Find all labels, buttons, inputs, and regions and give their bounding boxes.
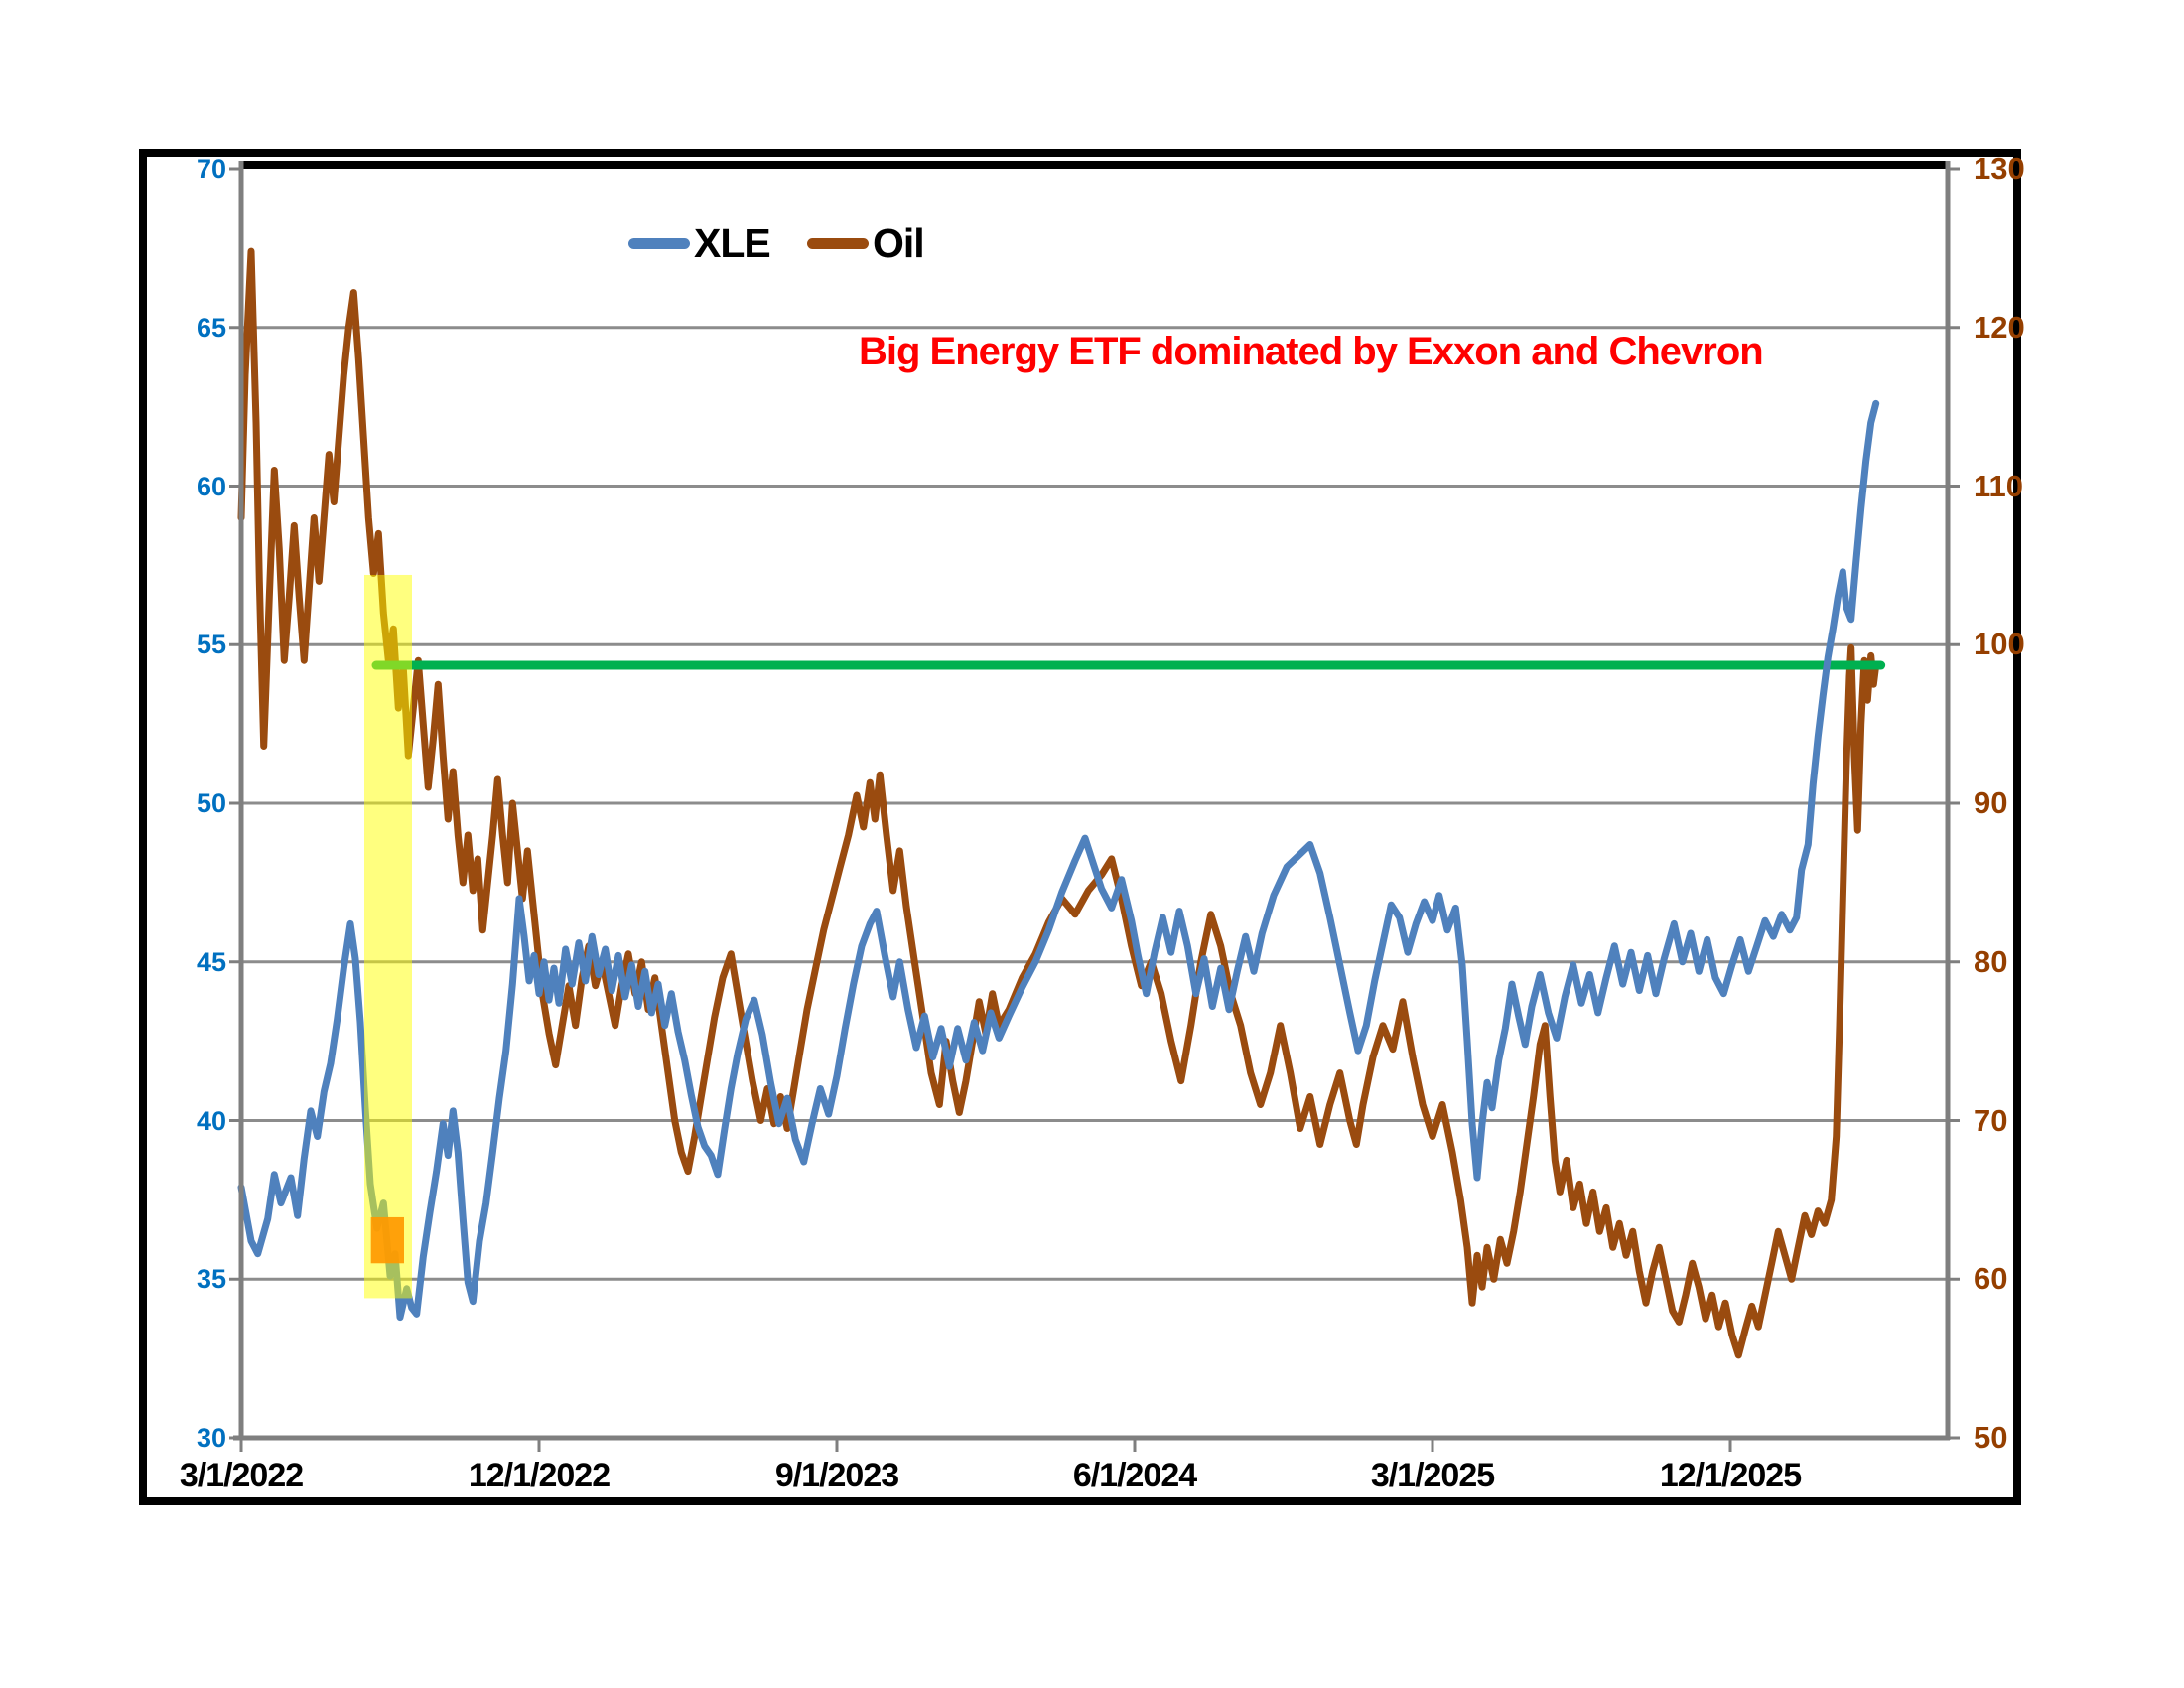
- legend-item-oil: Oil: [807, 220, 925, 267]
- oil-series-line: [237, 247, 1880, 1359]
- y-left-label-55: 55: [196, 630, 226, 660]
- y-right-label-50: 50: [1974, 1420, 2008, 1455]
- legend-item-xle: XLE: [628, 220, 771, 267]
- y-right-label-80: 80: [1974, 943, 2008, 979]
- x-label-12/1/2022: 12/1/2022: [468, 1457, 611, 1494]
- x-label-6/1/2024: 6/1/2024: [1072, 1457, 1197, 1494]
- y-left-label-30: 30: [196, 1423, 226, 1453]
- oil-line-swatch: [807, 238, 869, 249]
- x-label-3/1/2022: 3/1/2022: [179, 1457, 304, 1494]
- x-label-9/1/2023: 9/1/2023: [774, 1457, 899, 1494]
- y-left-label-70: 70: [196, 154, 226, 184]
- y-right-label-90: 90: [1974, 785, 2008, 820]
- y-right-label-120: 120: [1974, 309, 2025, 345]
- chart-annotation: Big Energy ETF dominated by Exxon and Ch…: [859, 330, 1764, 373]
- y-left-label-60: 60: [196, 471, 226, 501]
- x-label-3/1/2025: 3/1/2025: [1370, 1457, 1495, 1494]
- y-left-label-40: 40: [196, 1105, 226, 1136]
- y-left-label-65: 65: [196, 312, 226, 343]
- yellow-highlight-band: [364, 574, 412, 1299]
- y-left-label-50: 50: [196, 788, 226, 818]
- y-left-label-35: 35: [196, 1264, 226, 1295]
- y-left-label-45: 45: [196, 946, 226, 977]
- xle-line-swatch: [628, 238, 690, 249]
- legend-label-oil: Oil: [873, 220, 925, 266]
- y-right-label-130: 130: [1974, 151, 2025, 186]
- legend-label-xle: XLE: [694, 220, 771, 266]
- y-right-label-60: 60: [1974, 1261, 2008, 1297]
- xle-series-line: [237, 399, 1880, 1322]
- y-right-label-100: 100: [1974, 627, 2025, 662]
- x-label-12/1/2025: 12/1/2025: [1659, 1457, 1802, 1494]
- y-right-label-110: 110: [1974, 468, 2024, 503]
- orange-highlight-marker: [370, 1216, 404, 1264]
- y-right-label-70: 70: [1974, 1102, 2008, 1138]
